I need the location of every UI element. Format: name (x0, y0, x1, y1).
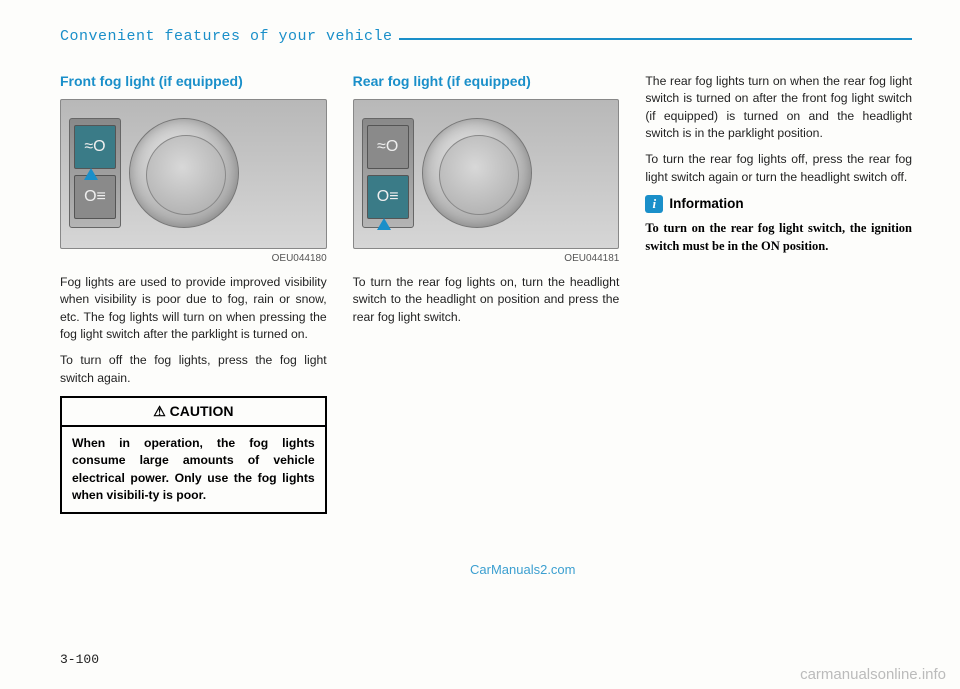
front-fog-figure: ≈O O≡ (60, 99, 327, 249)
front-fog-desc-1: Fog lights are used to provide improved … (60, 274, 327, 343)
information-heading: i Information (645, 195, 912, 213)
figure-code: OEU044180 (60, 253, 327, 264)
caution-body: When in operation, the fog lights consum… (62, 427, 325, 512)
rear-fog-extra-1: The rear fog lights turn on when the rea… (645, 73, 912, 142)
caution-label: CAUTION (170, 403, 234, 419)
rear-fog-figure: ≈O O≡ (353, 99, 620, 249)
info-label: Information (669, 196, 743, 211)
caution-box: ⚠ CAUTION When in operation, the fog lig… (60, 396, 327, 514)
page-number: 3-100 (60, 652, 99, 667)
rotary-knob (422, 118, 532, 228)
caution-heading: ⚠ CAUTION (62, 398, 325, 427)
column-1: Front fog light (if equipped) ≈O O≡ OEU0… (60, 73, 327, 514)
front-fog-button-top: ≈O (74, 125, 116, 169)
rear-fog-desc-1: To turn the rear fog lights on, turn the… (353, 274, 620, 326)
rotary-knob (129, 118, 239, 228)
page-header-title: Convenient features of your vehicle (60, 28, 393, 45)
rear-fog-extra-2: To turn the rear fog lights off, press t… (645, 151, 912, 186)
switch-panel: ≈O O≡ (362, 118, 414, 228)
rear-fog-button-top: ≈O (367, 125, 409, 169)
info-icon: i (645, 195, 663, 213)
front-fog-desc-2: To turn off the fog lights, press the fo… (60, 352, 327, 387)
watermark-carmanuals2: CarManuals2.com (470, 562, 576, 577)
column-2: Rear fog light (if equipped) ≈O O≡ OEU04… (353, 73, 620, 514)
warning-icon: ⚠ (153, 403, 166, 419)
watermark-carmanualsonline: carmanualsonline.info (800, 666, 946, 683)
arrow-indicator (377, 218, 391, 230)
rear-fog-button-bottom: O≡ (367, 175, 409, 219)
info-body: To turn on the rear fog light switch, th… (645, 219, 912, 255)
figure-code: OEU044181 (353, 253, 620, 264)
rear-fog-title: Rear fog light (if equipped) (353, 73, 620, 89)
header-rule (399, 38, 912, 40)
front-fog-button-bottom: O≡ (74, 175, 116, 219)
column-3: The rear fog lights turn on when the rea… (645, 73, 912, 514)
arrow-indicator (84, 168, 98, 180)
front-fog-title: Front fog light (if equipped) (60, 73, 327, 89)
